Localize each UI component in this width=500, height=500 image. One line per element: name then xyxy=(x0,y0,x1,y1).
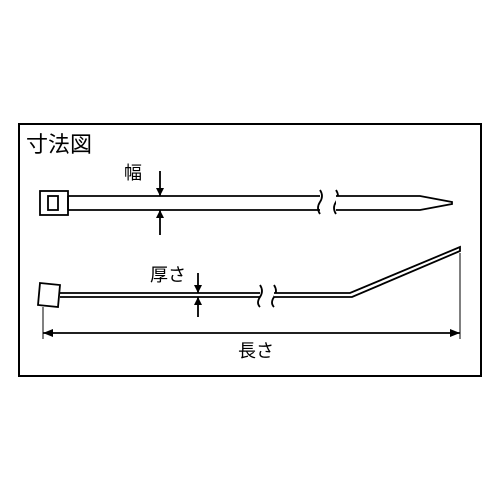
diagram-frame: 寸法図 幅 厚さ 長さ xyxy=(18,123,482,377)
length-label: 長さ xyxy=(238,337,274,363)
diagram-title: 寸法図 xyxy=(26,127,92,159)
topview-head-slot xyxy=(48,196,58,210)
length-dimension xyxy=(43,253,460,339)
sideview-strap-left xyxy=(60,293,260,297)
thickness-label: 厚さ xyxy=(150,261,186,287)
topview-strap-right xyxy=(336,196,452,210)
topview-strap-left xyxy=(68,196,320,210)
width-label: 幅 xyxy=(124,159,142,185)
thickness-dimension xyxy=(194,273,202,317)
sideview-strap-right xyxy=(274,247,460,297)
sideview-break-left xyxy=(258,285,262,307)
sideview-head xyxy=(38,283,60,307)
width-dimension xyxy=(156,171,164,235)
